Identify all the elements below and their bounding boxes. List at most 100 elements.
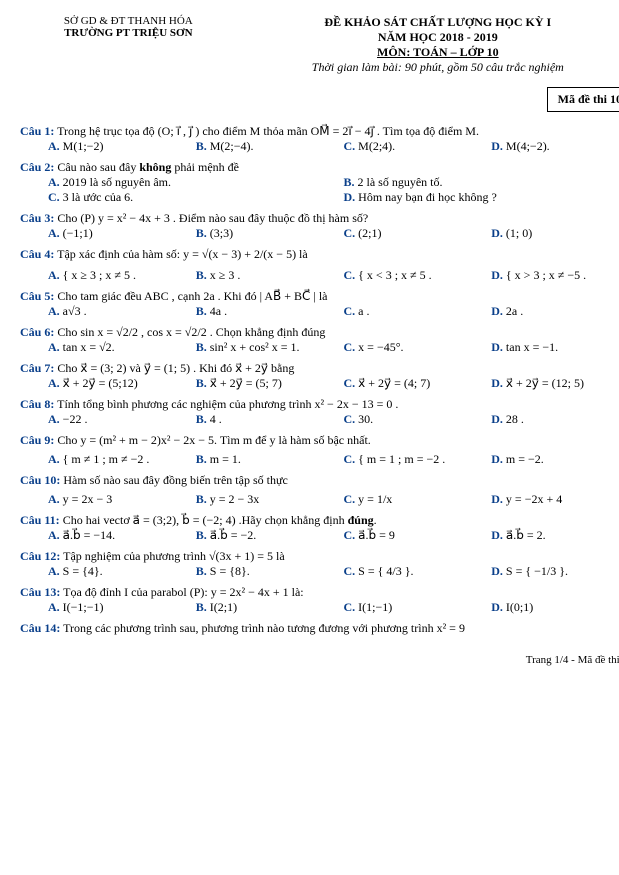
question-12: Câu 12: Tập nghiệm của phương trình √(3x…: [20, 549, 619, 579]
qnum: Câu 2:: [20, 160, 54, 174]
opt-a: A.: [48, 139, 63, 153]
opt-c-text: S = { 4/3 }.: [358, 564, 413, 578]
question-7: Câu 7: Cho x⃗ = (3; 2) và y⃗ = (1; 5) . …: [20, 361, 619, 391]
opt-c: C.: [344, 452, 359, 466]
opt-b: B.: [196, 528, 210, 542]
qnum: Câu 11:: [20, 513, 60, 527]
qtext: Câu nào sau đây không phải mệnh đề: [54, 160, 239, 174]
opt-b-text: sin² x + cos² x = 1.: [210, 340, 300, 354]
opt-a: A.: [48, 528, 63, 542]
school: TRƯỜNG PT TRIỆU SƠN: [20, 27, 237, 39]
opt-d: D.: [491, 376, 506, 390]
question-13: Câu 13: Tọa độ đỉnh I của parabol (P): y…: [20, 585, 619, 615]
school-text: TRƯỜNG PT TRIỆU SƠN: [64, 27, 192, 39]
opt-b: B.: [196, 139, 210, 153]
opt-b-text: y = 2 − 3x: [210, 492, 260, 506]
opt-c: C.: [344, 564, 359, 578]
opt-d-text: a⃗.b⃗ = 2.: [506, 528, 546, 542]
qnum: Câu 1:: [20, 124, 54, 138]
opt-d: D.: [491, 412, 506, 426]
qtext: Tọa độ đỉnh I của parabol (P): y = 2x² −…: [60, 585, 303, 599]
opt-b: B.: [196, 304, 210, 318]
opt-a-text: (−1;1): [63, 226, 93, 240]
opt-b-text: (3;3): [210, 226, 233, 240]
opt-b: B.: [196, 492, 210, 506]
opt-d: D.: [491, 139, 506, 153]
qtext: Cho hai vectơ a⃗ = (3;2), b⃗ = (−2; 4) .…: [60, 513, 377, 527]
question-8: Câu 8: Tính tổng bình phương các nghiệm …: [20, 397, 619, 427]
qtext: Tập xác định của hàm số: y = √(x − 3) + …: [54, 247, 307, 261]
opt-b-text: 4 .: [210, 412, 222, 426]
opt-c-text: y = 1/x: [358, 492, 392, 506]
opt-d: D.: [491, 340, 506, 354]
opt-d-text: m = −2.: [506, 452, 544, 466]
opt-b: B.: [196, 452, 210, 466]
opt-c-text: M(2;4).: [358, 139, 395, 153]
header-row: SỞ GD & ĐT THANH HÓA TRƯỜNG PT TRIỆU SƠN…: [20, 15, 619, 75]
qtext: Hàm số nào sau đây đồng biến trên tập số…: [60, 473, 287, 487]
opt-a-text: { x ≥ 3 ; x ≠ 5 .: [63, 268, 136, 282]
qtext: Cho x⃗ = (3; 2) và y⃗ = (1; 5) . Khi đó …: [54, 361, 294, 375]
question-6: Câu 6: Cho sin x = √2/2 , cos x = √2/2 .…: [20, 325, 619, 355]
opt-d-text: y = −2x + 4: [506, 492, 562, 506]
opt-d: D.: [344, 190, 359, 204]
opt-b: B.: [196, 268, 210, 282]
header-right: ĐỀ KHẢO SÁT CHẤT LƯỢNG HỌC KỲ I NĂM HỌC …: [237, 15, 619, 75]
opt-a: A.: [48, 452, 63, 466]
opt-c-text: (2;1): [358, 226, 381, 240]
opt-c-text: x = −45°.: [358, 340, 403, 354]
opt-d-text: M(4;−2).: [506, 139, 550, 153]
opt-a: A.: [48, 268, 63, 282]
question-10: Câu 10: Hàm số nào sau đây đồng biến trê…: [20, 473, 619, 507]
qtext: Cho y = (m² + m − 2)x² − 2x − 5. Tìm m đ…: [54, 433, 370, 447]
opt-a-text: x⃗ + 2y⃗ = (5;12): [63, 376, 138, 390]
question-14: Câu 14: Trong các phương trình sau, phươ…: [20, 621, 619, 636]
qnum: Câu 3:: [20, 211, 54, 225]
qnum: Câu 5:: [20, 289, 54, 303]
opt-d: D.: [491, 528, 506, 542]
opt-c-text: a⃗.b⃗ = 9: [358, 528, 395, 542]
qnum: Câu 4:: [20, 247, 54, 261]
qnum: Câu 10:: [20, 473, 60, 487]
title3: MÔN: TOÁN – LỚP 10: [237, 45, 619, 60]
opt-b-text: 4a .: [210, 304, 227, 318]
opt-a-text: S = {4}.: [63, 564, 103, 578]
qnum: Câu 6:: [20, 325, 54, 339]
opt-c-text: a .: [358, 304, 369, 318]
opt-a: A.: [48, 600, 63, 614]
opt-a-text: I(−1;−1): [63, 600, 104, 614]
opt-a: A.: [48, 412, 63, 426]
opt-a-text: M(1;−2): [63, 139, 104, 153]
title2: NĂM HỌC 2018 - 2019: [237, 30, 619, 45]
opt-b: B.: [196, 376, 210, 390]
title3-text: MÔN: TOÁN – LỚP 10: [377, 45, 499, 59]
qnum: Câu 7:: [20, 361, 54, 375]
qnum: Câu 12:: [20, 549, 60, 563]
opt-c-text: I(1;−1): [358, 600, 392, 614]
opt-a: A.: [48, 492, 63, 506]
opt-d-text: Hôm nay bạn đi học không ?: [358, 190, 497, 204]
opt-c: C.: [344, 268, 359, 282]
question-2: Câu 2: Câu nào sau đây không phải mệnh đ…: [20, 160, 619, 205]
opt-a: A.: [48, 304, 63, 318]
opt-a: A.: [48, 175, 63, 189]
opt-b-text: a⃗.b⃗ = −2.: [210, 528, 257, 542]
opt-d: D.: [491, 452, 506, 466]
opt-a: A.: [48, 376, 63, 390]
opt-a-text: a⃗.b⃗ = −14.: [63, 528, 116, 542]
opt-b: B.: [196, 600, 210, 614]
opt-d-text: 28 .: [506, 412, 524, 426]
opt-d-text: tan x = −1.: [506, 340, 558, 354]
opt-a-text: y = 2x − 3: [63, 492, 113, 506]
exam-code: Mã đề thi 101: [547, 87, 619, 112]
opt-a: A.: [48, 340, 63, 354]
opt-c: C.: [344, 226, 359, 240]
qnum: Câu 13:: [20, 585, 60, 599]
opt-b-text: M(2;−4).: [210, 139, 254, 153]
opt-c-text: 3 là ước của 6.: [63, 190, 134, 204]
opt-a-text: 2019 là số nguyên âm.: [63, 175, 171, 189]
opt-d: D.: [491, 304, 506, 318]
opt-b: B.: [196, 412, 210, 426]
opt-a-text: tan x = √2.: [63, 340, 115, 354]
opt-c: C.: [344, 412, 359, 426]
